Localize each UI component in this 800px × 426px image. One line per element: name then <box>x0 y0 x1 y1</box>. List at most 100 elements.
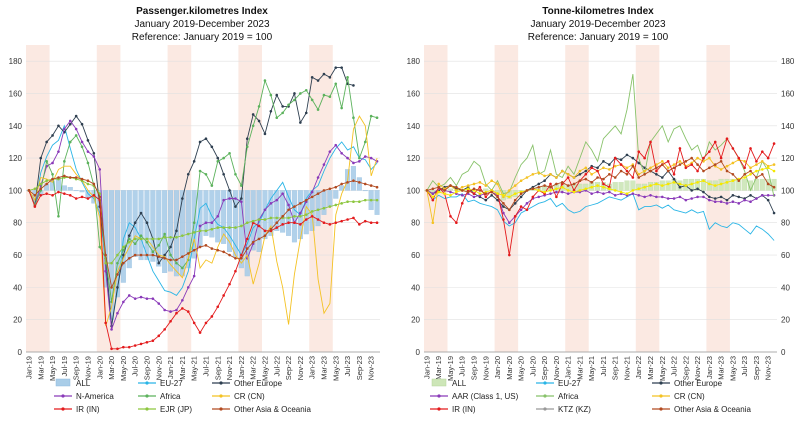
y-tick-label: 120 <box>407 154 421 163</box>
series-point <box>655 163 658 166</box>
series-point <box>625 172 629 176</box>
bar-all <box>156 190 162 267</box>
x-tick-label: Mar-22 <box>249 356 258 380</box>
series-point <box>269 216 273 220</box>
series-point <box>766 166 770 170</box>
series-point <box>719 195 723 199</box>
series-point <box>466 187 470 191</box>
bar-all <box>73 190 79 192</box>
series-point <box>466 190 470 194</box>
series-point <box>375 221 379 225</box>
series-point <box>228 282 231 286</box>
x-tick-label: May-21 <box>190 356 199 381</box>
series-line <box>28 115 378 327</box>
series-point <box>643 195 646 199</box>
x-tick-label: Jan-20 <box>493 356 502 379</box>
series-point <box>328 223 332 226</box>
legend-marker <box>659 381 663 385</box>
series-point <box>725 164 729 168</box>
series-point <box>86 179 90 183</box>
series-point <box>33 205 37 208</box>
series-point <box>352 200 355 204</box>
series-point <box>299 214 302 218</box>
series-point <box>613 176 617 179</box>
series-point <box>731 200 735 204</box>
bar-all <box>695 178 701 191</box>
series-point <box>531 187 535 191</box>
right-chart-subtitle: January 2019-December 2023 <box>530 19 666 30</box>
x-tick-label: Nov-20 <box>154 356 163 380</box>
series-point <box>310 210 314 213</box>
series-point <box>310 76 314 79</box>
series-point <box>45 160 48 163</box>
series-point <box>502 202 505 205</box>
series-point <box>431 221 435 225</box>
series-point <box>602 192 605 195</box>
bar-all <box>624 180 630 191</box>
series-point <box>240 224 243 228</box>
shade-band <box>424 45 448 352</box>
series-point <box>98 245 102 249</box>
series-point <box>181 255 184 258</box>
series-point <box>619 190 623 194</box>
series-point <box>269 202 273 205</box>
series-point <box>122 345 125 349</box>
series-point <box>760 168 764 171</box>
series-point <box>163 256 166 260</box>
series-point <box>169 235 172 239</box>
series-point <box>513 184 517 187</box>
x-tick-label: May-20 <box>517 356 526 381</box>
series-point <box>584 172 588 176</box>
series-point <box>596 176 599 179</box>
series-point <box>228 189 231 192</box>
series-point <box>772 142 776 145</box>
series-point <box>234 269 237 273</box>
series-point <box>766 193 770 197</box>
series-point <box>80 122 84 126</box>
series-point <box>210 184 214 187</box>
series-point <box>525 208 529 212</box>
series-point <box>731 147 735 150</box>
series-point <box>702 195 705 199</box>
series-point <box>257 218 261 221</box>
series-point <box>358 223 361 226</box>
series-point <box>210 221 214 225</box>
bar-all <box>50 180 56 191</box>
series-point <box>755 169 758 173</box>
series-point <box>602 166 605 170</box>
x-tick-label: Mar-23 <box>717 356 726 380</box>
series-point <box>169 245 172 249</box>
series-point <box>725 137 729 141</box>
series-point <box>519 195 523 199</box>
x-tick-label: Jul-20 <box>528 356 537 376</box>
right-chart-reference: Reference: January 2019 = 100 <box>528 32 669 43</box>
x-tick-label: Mar-21 <box>575 356 584 380</box>
series-point <box>696 195 699 199</box>
series-point <box>122 253 125 257</box>
series-point <box>245 221 249 225</box>
series-point <box>690 182 693 186</box>
series-point <box>555 182 558 186</box>
series-point <box>163 235 166 239</box>
series-point <box>655 169 658 173</box>
shade-band <box>494 45 519 352</box>
series-point <box>145 341 149 344</box>
series-point <box>234 256 237 260</box>
series-point <box>672 172 676 176</box>
series-point <box>708 182 711 186</box>
series-point <box>560 169 564 173</box>
series-point <box>631 189 635 192</box>
series-line <box>28 124 378 327</box>
series-point <box>519 192 523 195</box>
bar-all <box>677 180 683 191</box>
series-point <box>57 190 60 194</box>
series-point <box>127 237 131 241</box>
bar-all <box>447 188 453 191</box>
series-point <box>363 198 367 202</box>
bar-all <box>315 190 321 227</box>
series-point <box>696 156 699 160</box>
bar-all <box>618 182 624 191</box>
series-point <box>328 187 332 191</box>
series-point <box>57 150 60 153</box>
series-point <box>86 182 90 186</box>
